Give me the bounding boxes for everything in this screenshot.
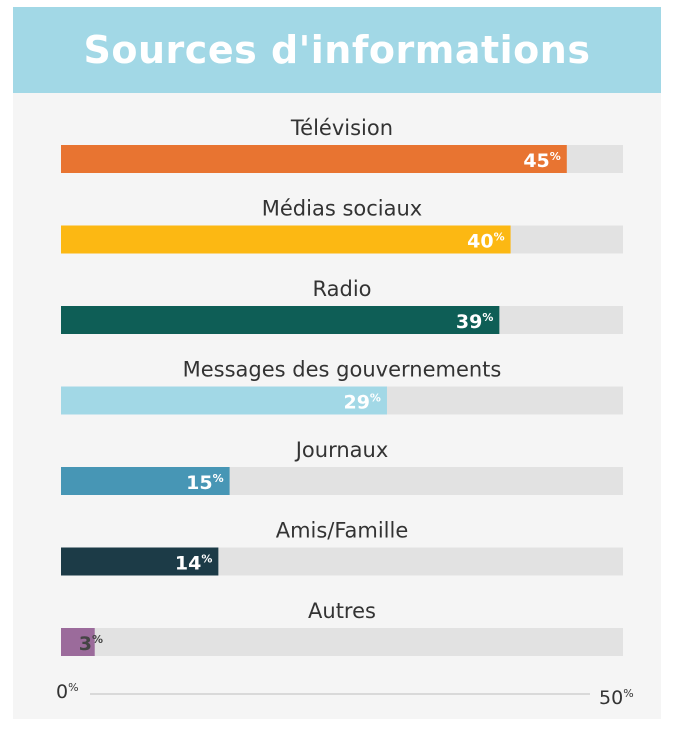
category-label: Amis/Famille <box>276 519 409 543</box>
bar <box>61 467 230 495</box>
bar <box>61 225 511 254</box>
category-label: Messages des gouvernements <box>183 358 502 382</box>
axis-max-label: 50% <box>599 687 634 709</box>
category-label: Radio <box>312 277 371 301</box>
bar <box>61 306 500 334</box>
category-label: Autres <box>308 599 376 623</box>
bar <box>61 145 567 173</box>
category-label: Médias sociaux <box>262 197 422 221</box>
axis-min-label: 0% <box>56 681 79 703</box>
bar <box>61 386 387 415</box>
bar-track <box>61 628 623 656</box>
bar <box>61 628 95 656</box>
chart-panel: Sources d'informations <box>13 7 661 719</box>
category-label: Télévision <box>290 116 393 140</box>
chart-header: Sources d'informations <box>13 7 661 93</box>
category-label: Journaux <box>294 438 389 462</box>
chart-title: Sources d'informations <box>83 28 591 72</box>
bar <box>61 547 219 576</box>
